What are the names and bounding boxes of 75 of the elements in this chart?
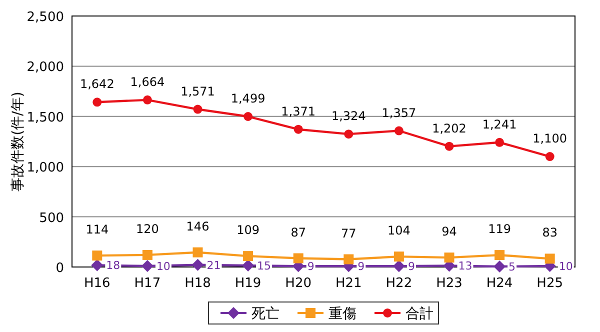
data-label: 1,371: [281, 104, 316, 118]
point: [344, 130, 354, 139]
x-tick-label: H20: [285, 276, 312, 291]
data-label: 13: [458, 260, 472, 273]
data-label: 21: [206, 258, 221, 272]
point: [392, 260, 405, 272]
data-label: 9: [358, 260, 365, 274]
data-label: 15: [257, 259, 272, 272]
point: [394, 126, 404, 136]
x-tick-label: H23: [436, 276, 462, 291]
point: [495, 138, 504, 147]
data-label: 1,571: [180, 84, 215, 98]
x-tick-label: H25: [536, 276, 564, 291]
x-tick-label: H21: [335, 276, 362, 291]
x-tick-label: H22: [386, 276, 412, 291]
data-label: 1,241: [482, 117, 517, 132]
data-label: 5: [508, 260, 516, 274]
y-tick-label: 2,500: [26, 10, 64, 25]
y-tick-label: 2,000: [26, 60, 64, 76]
data-label: 9: [307, 260, 314, 274]
data-label: 120: [136, 222, 159, 236]
point: [293, 253, 304, 264]
point: [494, 250, 505, 260]
data-label: 119: [488, 222, 512, 236]
y-tick-label: 0: [56, 261, 64, 276]
y-tick-label: 1,000: [26, 160, 64, 176]
data-label: 83: [542, 226, 558, 240]
y-axis-title: 事故件数(件/年): [10, 92, 26, 192]
point: [243, 251, 254, 262]
data-label: 109: [236, 223, 260, 238]
legend-label: 重傷: [328, 306, 356, 322]
point: [294, 124, 303, 134]
data-label: 1,357: [382, 106, 416, 120]
point: [92, 98, 102, 107]
y-tick-label: 500: [39, 210, 64, 226]
point: [91, 259, 104, 272]
data-label: 10: [558, 260, 573, 273]
x-tick-label: H16: [84, 276, 110, 291]
x-tick-label: H17: [134, 276, 161, 291]
point: [444, 142, 454, 151]
data-label: 1,324: [331, 109, 366, 124]
point: [394, 252, 404, 262]
point: [192, 247, 203, 258]
data-label: 104: [387, 224, 410, 238]
point: [344, 254, 354, 264]
data-label: 77: [341, 226, 356, 240]
data-label: 114: [86, 222, 109, 237]
legend-label: 合計: [406, 306, 434, 322]
data-label: 1,642: [80, 77, 114, 92]
y-tick-label: 1,500: [26, 110, 64, 126]
point: [244, 112, 253, 121]
point: [193, 104, 202, 114]
data-label: 18: [106, 259, 120, 272]
x-tick-label: H19: [234, 276, 262, 291]
data-label: 94: [442, 224, 457, 239]
data-label: 10: [156, 260, 170, 273]
point: [92, 250, 102, 261]
point: [444, 252, 454, 263]
x-tick-label: H24: [486, 276, 513, 291]
point: [141, 260, 154, 272]
data-label: 146: [186, 219, 210, 234]
data-label: 1,664: [130, 74, 165, 89]
point: [192, 258, 204, 271]
point: [494, 260, 506, 272]
data-label: 1,499: [230, 92, 266, 106]
point: [142, 95, 152, 104]
point: [142, 250, 152, 260]
data-label: 87: [290, 225, 306, 240]
data-label: 1,202: [432, 121, 466, 136]
point: [545, 152, 554, 162]
data-label: 9: [408, 260, 415, 274]
point: [544, 254, 555, 264]
data-label: 1,100: [532, 132, 568, 146]
legend-label: 死亡: [252, 306, 280, 322]
x-tick-label: H18: [184, 276, 211, 291]
